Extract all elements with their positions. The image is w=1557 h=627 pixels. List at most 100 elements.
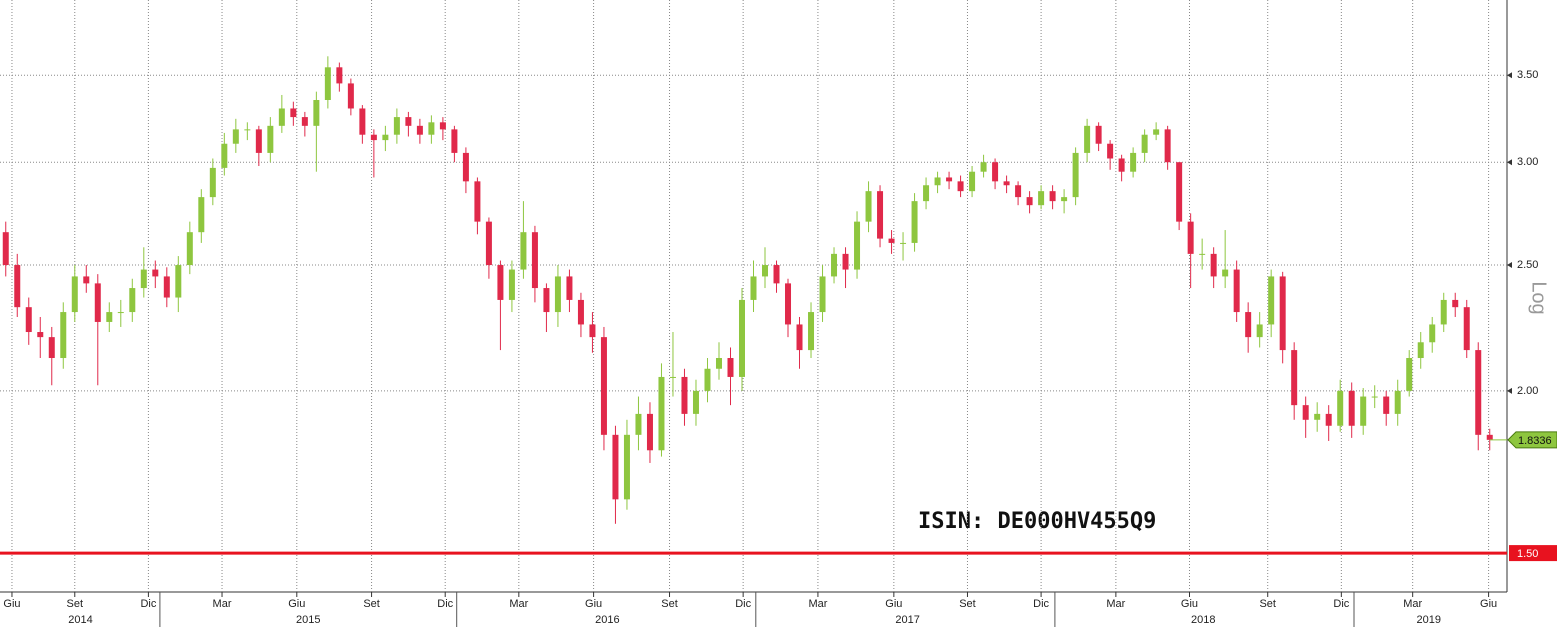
candle-body xyxy=(669,376,676,378)
y-tick-mark xyxy=(1507,159,1512,166)
candle-body xyxy=(140,269,147,289)
year-label: 2017 xyxy=(895,614,919,626)
candle-body xyxy=(94,283,101,322)
candle-body xyxy=(1199,253,1206,255)
x-tick-label: Dic xyxy=(1033,598,1049,610)
x-tick-label: Mar xyxy=(509,598,528,610)
candle-body xyxy=(1049,191,1056,202)
candle-body xyxy=(865,191,872,222)
candle-body xyxy=(1084,125,1091,153)
candle-body xyxy=(831,253,838,277)
candle-body xyxy=(1360,396,1367,426)
candle-body xyxy=(175,265,182,298)
candle-body xyxy=(738,299,745,377)
candle-body xyxy=(1314,413,1321,420)
candle-body xyxy=(692,390,699,414)
candle-body xyxy=(715,358,722,369)
candle-body xyxy=(635,413,642,435)
candle-body xyxy=(1130,152,1137,172)
candle-body xyxy=(1003,181,1010,186)
candle-body xyxy=(1371,396,1378,398)
candle-body xyxy=(854,221,861,270)
candle-body xyxy=(1176,162,1183,222)
candle-body xyxy=(877,191,884,239)
x-tick-label: Set xyxy=(67,598,84,610)
candle-body xyxy=(2,232,9,266)
candle-body xyxy=(1026,197,1033,206)
candle-body xyxy=(405,117,412,126)
candle-body xyxy=(25,307,32,333)
candle-body xyxy=(347,83,354,109)
candle-body xyxy=(209,167,216,198)
candle-body xyxy=(1417,342,1424,359)
x-tick-label: Dic xyxy=(140,598,156,610)
candle-body xyxy=(1429,324,1436,343)
candle-body xyxy=(1153,129,1160,135)
y-tick-mark xyxy=(1507,387,1512,394)
candle-body xyxy=(359,108,366,135)
x-tick-label: Mar xyxy=(808,598,827,610)
y-tick-label: 3.50 xyxy=(1517,69,1538,81)
candle-body xyxy=(198,197,205,233)
year-label: 2015 xyxy=(296,614,320,626)
candle-body xyxy=(704,368,711,391)
candle-body xyxy=(1268,276,1275,325)
candle-body xyxy=(370,134,377,141)
candle-body xyxy=(900,242,907,244)
y-tick-mark xyxy=(1507,72,1512,79)
candle-body xyxy=(244,129,251,131)
x-tick-label: Giu xyxy=(885,598,902,610)
candle-body xyxy=(60,312,67,359)
candle-body xyxy=(957,181,964,192)
candle-body xyxy=(1072,152,1079,198)
candle-body xyxy=(1210,253,1217,277)
candle-body xyxy=(336,67,343,84)
candle-body xyxy=(267,125,274,153)
candle-body xyxy=(129,288,136,313)
candle-body xyxy=(1061,197,1068,202)
y-tick-mark xyxy=(1507,262,1512,269)
candle-body xyxy=(808,312,815,351)
candle-body xyxy=(416,125,423,135)
candle-body xyxy=(1475,350,1482,435)
candle-body xyxy=(577,299,584,325)
candle-body xyxy=(1118,158,1125,172)
candle-body xyxy=(600,337,607,435)
x-tick-label: Giu xyxy=(1181,598,1198,610)
candle-body xyxy=(71,276,78,313)
x-tick-label: Dic xyxy=(437,598,453,610)
last-value-label: 1.8336 xyxy=(1518,435,1552,447)
x-tick-label: Dic xyxy=(735,598,751,610)
candle-body xyxy=(785,283,792,325)
year-label: 2019 xyxy=(1417,614,1441,626)
candle-body xyxy=(1325,413,1332,426)
year-label: 2018 xyxy=(1191,614,1215,626)
candle-body xyxy=(393,117,400,135)
candle-body xyxy=(508,269,515,300)
candle-body xyxy=(543,288,550,313)
y-tick-label: 2.00 xyxy=(1517,385,1538,397)
x-tick-label: Giu xyxy=(1480,598,1497,610)
candle-body xyxy=(1406,358,1413,391)
candle-body xyxy=(382,134,389,141)
candle-body xyxy=(1463,307,1470,351)
candle-body xyxy=(37,332,44,338)
candle-body xyxy=(1302,405,1309,420)
candle-body xyxy=(14,265,21,308)
candle-body xyxy=(1440,299,1447,325)
candle-body xyxy=(969,171,976,192)
candle-body xyxy=(1394,390,1401,414)
candle-body xyxy=(439,122,446,130)
candle-body xyxy=(83,276,90,284)
candle-body xyxy=(773,265,780,284)
candle-body xyxy=(1187,221,1194,254)
candle-body xyxy=(646,413,653,451)
candle-body xyxy=(1141,134,1148,153)
x-tick-label: Giu xyxy=(585,598,602,610)
candle-body xyxy=(221,143,228,168)
reference-label-box xyxy=(1509,545,1557,562)
candle-body xyxy=(462,152,469,182)
candle-body xyxy=(762,265,769,277)
